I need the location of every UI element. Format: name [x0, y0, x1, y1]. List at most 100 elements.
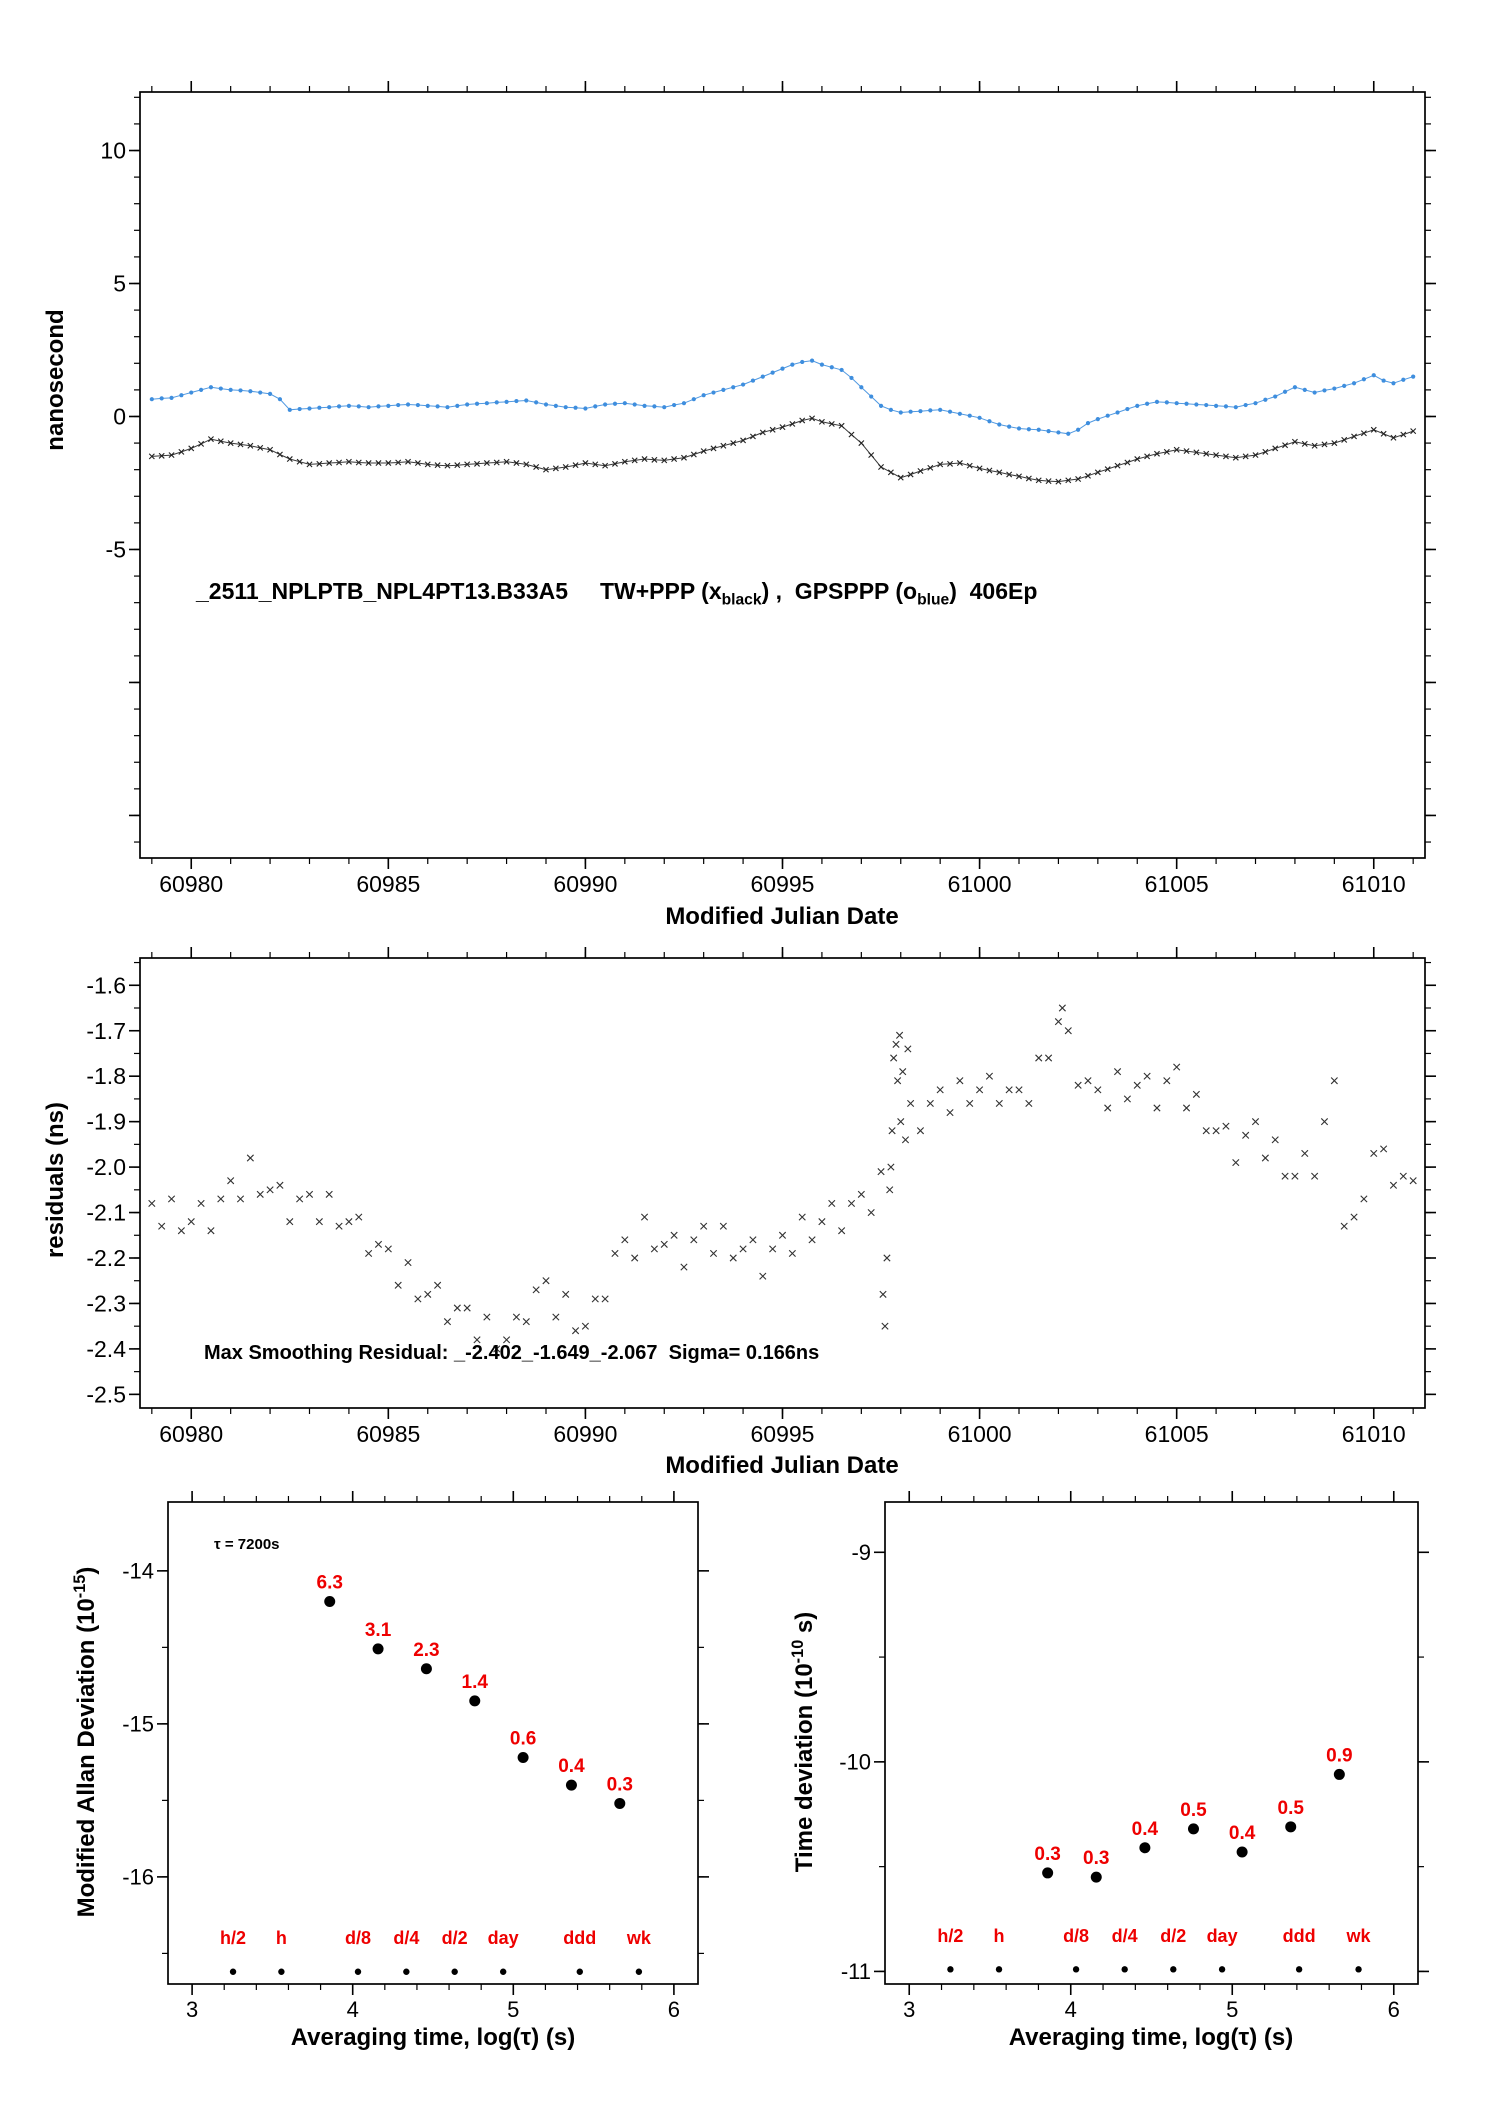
series-line-GPSPPP — [151, 360, 1414, 435]
plot-frame — [139, 91, 1426, 859]
y-tick-label: -1.8 — [86, 1063, 126, 1089]
chart-mdev: 3 4 5 6 -14 -15 -16 6.3 3.1 2.3 1.4 0.6 0.4 0.3 h/2 h d/… — [122, 1491, 709, 2022]
x-tick-label: 3 — [903, 1997, 915, 2022]
ylabel-mdev-close: ) — [73, 1566, 100, 1575]
x-tick-label: 60995 — [751, 1421, 815, 1447]
x-tick-label: 60990 — [553, 871, 617, 897]
x-tick-label: 61010 — [1342, 1421, 1406, 1447]
ylabel-tdev-close: s) — [791, 1611, 818, 1640]
y-tick-label: -1.7 — [86, 1018, 126, 1044]
chart-phase: 60980 60985 60990 60995 61000 61005 61010 10 5 0 -… — [100, 81, 1436, 897]
point-value-label: 0.3 — [607, 1774, 633, 1795]
phase-annotation-mid: ) , GPSPPP (o — [761, 578, 918, 604]
point-value-label: 0.9 — [1326, 1745, 1352, 1766]
series-residuals — [148, 1018, 1417, 1353]
tau-annotation: τ = 7200s — [214, 1536, 280, 1553]
point-value-label: 3.1 — [365, 1620, 392, 1641]
y-tick-label: -2.4 — [86, 1336, 126, 1362]
chart-residuals: 60980 60985 60990 60995 61000 61005 61010 -1.6 -… — [86, 947, 1436, 1447]
x-tick-label: 61005 — [1145, 1421, 1209, 1447]
point-value-label: 6.3 — [317, 1572, 343, 1593]
phase-annotation-id: _2511_NPLPTB_NPL4PT13.B33A5 TW+PPP (x — [196, 578, 722, 604]
y-tick-label: -16 — [122, 1865, 154, 1890]
y-tick-label: -2.1 — [86, 1200, 126, 1226]
tau-label: d/2 — [442, 1928, 468, 1948]
point-value-label: 2.3 — [413, 1640, 439, 1661]
tau-label: wk — [1346, 1926, 1372, 1946]
plot-frame — [167, 1501, 699, 1985]
y-tick-label: 5 — [113, 271, 126, 297]
y-axis-label-tdev: Time deviation (10-10 s) — [783, 1492, 818, 1992]
x-tick-label: 60980 — [159, 1421, 223, 1447]
phase-annotation-sub-blue: blue — [917, 591, 950, 609]
x-tick-label: 6 — [1388, 1997, 1400, 2022]
y-axis-label-residuals: residuals (ns) — [42, 1101, 69, 1259]
tau-dot — [1295, 1966, 1303, 1973]
ylabel-mdev-exponent: -15 — [71, 1574, 89, 1599]
series-mdev — [324, 1595, 626, 1809]
point-value-label: 0.4 — [1229, 1823, 1256, 1844]
series-GPSPPP — [149, 358, 1416, 436]
x-tick-label: 5 — [507, 1997, 519, 2022]
x-tick-label: 60985 — [356, 871, 420, 897]
x-tick-label: 60985 — [356, 1421, 420, 1447]
point-value-label: 0.4 — [1132, 1819, 1159, 1840]
tau-dot — [1218, 1966, 1226, 1973]
y-tick-label: -5 — [106, 537, 126, 563]
y-tick-label: -1.9 — [86, 1109, 126, 1135]
tau-dot — [1121, 1966, 1128, 1973]
x-axis-label-phase: Modified Julian Date — [665, 903, 899, 930]
tau-label: d/4 — [1112, 1926, 1138, 1946]
series-tdev — [1042, 1768, 1345, 1883]
tau-label: h — [276, 1928, 287, 1948]
x-tick-label: 61000 — [948, 871, 1012, 897]
point-value-label: 0.6 — [510, 1729, 536, 1750]
tau-label: ddd — [563, 1928, 596, 1948]
x-axis-label-mdev: Averaging time, log(τ) (s) — [290, 2024, 576, 2051]
tau-dot — [354, 1968, 362, 1975]
y-tick-label: -14 — [122, 1559, 154, 1584]
point-value-label: 0.4 — [558, 1756, 585, 1777]
x-tick-label: 61010 — [1342, 871, 1406, 897]
x-tick-label: 4 — [1065, 1997, 1077, 2022]
tau-label: day — [1207, 1926, 1238, 1946]
x-tick-label: 6 — [668, 1997, 680, 2022]
phase-annotation: _2511_NPLPTB_NPL4PT13.B33A5 TW+PPP (xbla… — [196, 578, 1037, 610]
tau-label: h — [994, 1926, 1005, 1946]
y-tick-label: -2.3 — [86, 1291, 126, 1317]
y-tick-label: -11 — [841, 1959, 871, 1984]
y-tick-label: 10 — [100, 138, 126, 164]
ylabel-tdev-exponent: -10 — [789, 1639, 807, 1664]
y-axis-label-mdev: Modified Allan Deviation (10-15) — [65, 1492, 100, 1992]
phase-annotation-sub-black: black — [721, 591, 762, 609]
x-tick-label: 3 — [186, 1997, 198, 2022]
tau-dot — [499, 1968, 507, 1975]
point-value-label: 0.3 — [1034, 1844, 1060, 1865]
x-tick-label: 61005 — [1145, 871, 1209, 897]
x-tick-label: 5 — [1226, 1997, 1238, 2022]
tau-dot — [278, 1968, 285, 1975]
ylabel-mdev-main: Modified Allan Deviation (10 — [73, 1598, 100, 1918]
y-tick-label: -9 — [851, 1540, 871, 1565]
tau-dot — [947, 1966, 954, 1973]
y-tick-label: -2.2 — [86, 1245, 126, 1271]
x-axis-label-tdev: Averaging time, log(τ) (s) — [1008, 2024, 1294, 2051]
tau-label: day — [488, 1928, 519, 1948]
point-value-label: 0.5 — [1180, 1800, 1207, 1821]
y-tick-label: -2.5 — [86, 1381, 126, 1407]
tau-label: d/4 — [393, 1928, 419, 1948]
series-TW+PPP — [148, 415, 1417, 485]
tau-label: d/2 — [1160, 1926, 1186, 1946]
plot-frame — [884, 1501, 1419, 1985]
tau-dot — [1355, 1966, 1362, 1973]
tau-label: ddd — [1283, 1926, 1316, 1946]
tau-dot — [1170, 1966, 1177, 1973]
y-tick-label: -10 — [839, 1750, 871, 1775]
phase-annotation-end: ) 406Ep — [949, 578, 1038, 604]
plot-frame — [139, 957, 1426, 1409]
point-value-label: 0.5 — [1278, 1798, 1305, 1819]
ylabel-tdev-main: Time deviation (10 — [791, 1663, 818, 1873]
tau-dot — [1072, 1966, 1080, 1973]
